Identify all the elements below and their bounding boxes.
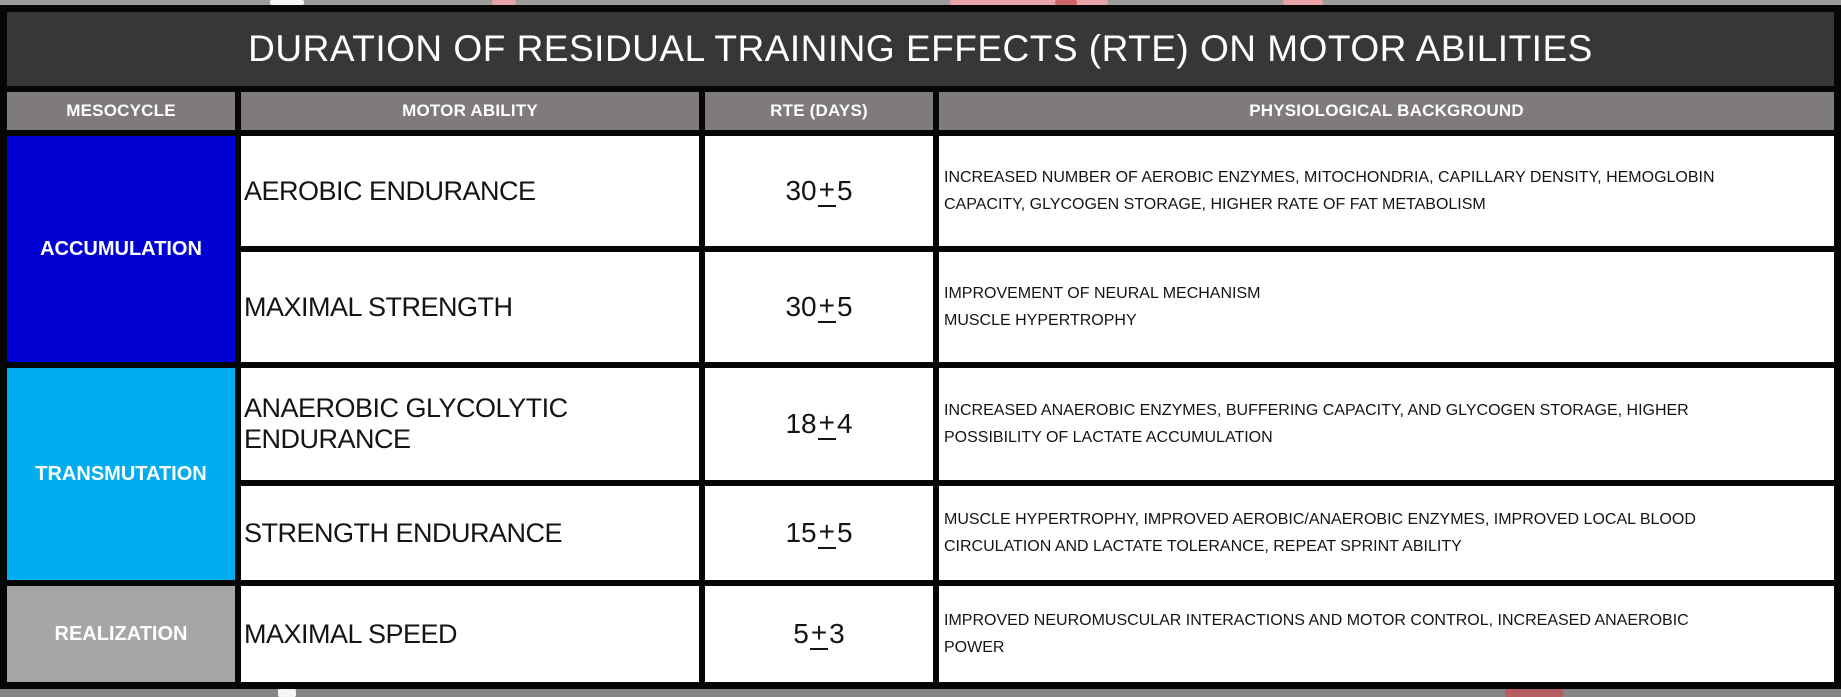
motor-ability-cell: AEROBIC ENDURANCE bbox=[241, 136, 699, 246]
background-text-line: MUSCLE HYPERTROPHY, IMPROVED AEROBIC/ANA… bbox=[944, 510, 1696, 528]
physiological-background-cell: INCREASED ANAEROBIC ENZYMES, BUFFERING C… bbox=[939, 368, 1834, 480]
mesocycle-cell-transmutation: TRANSMUTATION bbox=[7, 368, 235, 580]
rte-deviation: 3 bbox=[829, 618, 845, 649]
background-artifact bbox=[270, 0, 304, 5]
motor-ability-cell: MAXIMAL STRENGTH bbox=[241, 252, 699, 362]
background-artifact bbox=[1055, 0, 1077, 5]
column-header-motor-ability: MOTOR ABILITY bbox=[241, 92, 699, 130]
rte-cell: 30 +5 bbox=[705, 136, 933, 246]
plus-minus-sign: + bbox=[817, 515, 836, 549]
page-top-margin bbox=[0, 0, 1841, 5]
motor-ability-cell: STRENGTH ENDURANCE bbox=[241, 486, 699, 580]
physiological-background-cell: IMPROVEMENT OF NEURAL MECHANISM MUSCLE H… bbox=[939, 252, 1834, 362]
column-header-physiological-background: PHYSIOLOGICAL BACKGROUND bbox=[939, 92, 1834, 130]
background-text-line: POWER bbox=[944, 639, 1005, 656]
background-artifact bbox=[278, 689, 296, 697]
physiological-background-cell: MUSCLE HYPERTROPHY, IMPROVED AEROBIC/ANA… bbox=[939, 486, 1834, 580]
physiological-background-cell: INCREASED NUMBER OF AEROBIC ENZYMES, MIT… bbox=[939, 136, 1834, 246]
rte-value: 5 bbox=[793, 618, 809, 649]
rte-value: 30 bbox=[785, 175, 817, 206]
background-text-line: POSSIBILITY OF LACTATE ACCUMULATION bbox=[944, 429, 1273, 446]
background-text-line: IMPROVEMENT OF NEURAL MECHANISM bbox=[944, 284, 1261, 302]
physiological-background-cell: IMPROVED NEUROMUSCULAR INTERACTIONS AND … bbox=[939, 586, 1834, 682]
rte-deviation: 5 bbox=[836, 291, 853, 322]
background-artifact bbox=[950, 0, 1108, 5]
background-text-line: CIRCULATION AND LACTATE TOLERANCE, REPEA… bbox=[944, 538, 1462, 555]
plus-minus-sign: + bbox=[817, 173, 836, 207]
column-header-mesocycle: MESOCYCLE bbox=[7, 92, 235, 130]
background-artifact bbox=[492, 0, 516, 5]
motor-ability-cell: ANAEROBIC GLYCOLYTIC ENDURANCE bbox=[241, 368, 699, 480]
background-artifact bbox=[1505, 689, 1563, 697]
page-bottom-margin bbox=[0, 689, 1841, 697]
rte-value: 15 bbox=[785, 517, 817, 548]
rte-table: DURATION OF RESIDUAL TRAINING EFFECTS (R… bbox=[0, 5, 1841, 689]
rte-deviation: 4 bbox=[836, 408, 853, 439]
rte-deviation: 5 bbox=[836, 175, 853, 206]
background-artifact bbox=[1283, 0, 1323, 5]
plus-minus-sign: + bbox=[809, 616, 829, 650]
background-text-line: INCREASED NUMBER OF AEROBIC ENZYMES, MIT… bbox=[944, 168, 1715, 186]
mesocycle-cell-accumulation: ACCUMULATION bbox=[7, 136, 235, 362]
mesocycle-cell-realization: REALIZATION bbox=[7, 586, 235, 682]
background-text-line: CAPACITY, GLYCOGEN STORAGE, HIGHER RATE … bbox=[944, 196, 1486, 213]
rte-value: 30 bbox=[785, 291, 817, 322]
rte-cell: 30 +5 bbox=[705, 252, 933, 362]
rte-cell: 18 +4 bbox=[705, 368, 933, 480]
column-header-rte-days: RTE (DAYS) bbox=[705, 92, 933, 130]
plus-minus-sign: + bbox=[817, 406, 836, 440]
plus-minus-sign: + bbox=[817, 289, 836, 323]
rte-cell: 15 +5 bbox=[705, 486, 933, 580]
background-text-line: MUSCLE HYPERTROPHY bbox=[944, 312, 1137, 329]
rte-cell: 5 +3 bbox=[705, 586, 933, 682]
background-text-line: IMPROVED NEUROMUSCULAR INTERACTIONS AND … bbox=[944, 611, 1689, 629]
rte-value: 18 bbox=[785, 408, 817, 439]
rte-deviation: 5 bbox=[836, 517, 853, 548]
motor-ability-cell: MAXIMAL SPEED bbox=[241, 586, 699, 682]
table-title: DURATION OF RESIDUAL TRAINING EFFECTS (R… bbox=[7, 12, 1834, 86]
background-text-line: INCREASED ANAEROBIC ENZYMES, BUFFERING C… bbox=[944, 401, 1689, 419]
